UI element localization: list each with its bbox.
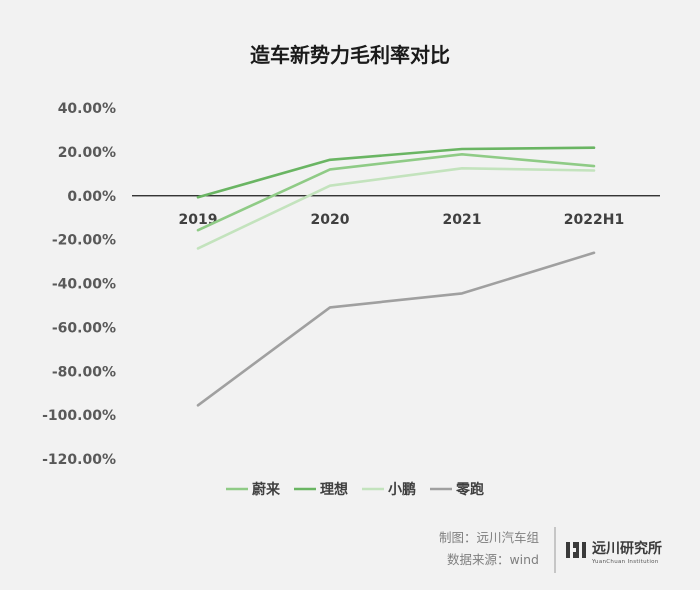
logo-mark-icon bbox=[566, 542, 586, 558]
legend-label: 零跑 bbox=[455, 481, 484, 498]
x-tick-label: 2021 bbox=[443, 212, 482, 228]
y-tick-label: -40.00% bbox=[52, 277, 116, 293]
y-tick-label: -120.00% bbox=[42, 452, 116, 468]
logo-subtitle: YuanChuan Institution bbox=[591, 559, 659, 565]
credit-line-2: 数据来源：wind bbox=[447, 552, 539, 567]
x-tick-label: 2019 bbox=[179, 212, 218, 228]
series-lines bbox=[196, 146, 596, 407]
y-tick-label: -20.00% bbox=[52, 233, 116, 249]
x-tick-label: 2022H1 bbox=[564, 212, 624, 228]
series-line-3 bbox=[196, 167, 596, 250]
x-tick-label: 2020 bbox=[311, 212, 350, 228]
y-tick-label: -100.00% bbox=[42, 408, 116, 424]
y-tick-label: 40.00% bbox=[58, 101, 116, 117]
footer: 制图：远川汽车组 数据来源：wind 远川研究所 YuanChuan Insti… bbox=[439, 527, 662, 573]
y-tick-label: 20.00% bbox=[58, 145, 116, 161]
logo-name: 远川研究所 bbox=[592, 540, 662, 557]
series-line-2 bbox=[196, 146, 596, 199]
legend-label: 理想 bbox=[320, 481, 348, 498]
legend-label: 蔚来 bbox=[252, 481, 281, 498]
y-tick-label: -80.00% bbox=[52, 364, 116, 380]
series-line-1 bbox=[196, 153, 596, 232]
legend: 蔚来 理想 小鹏 零跑 bbox=[226, 481, 484, 498]
credit-line-1: 制图：远川汽车组 bbox=[439, 530, 539, 545]
chart-title: 造车新势力毛利率对比 bbox=[250, 43, 450, 67]
legend-label: 小鹏 bbox=[388, 481, 416, 498]
y-axis-ticks: 40.00% 20.00% 0.00% -20.00% -40.00% -60.00% -8… bbox=[42, 101, 116, 468]
y-tick-label: 0.00% bbox=[67, 189, 116, 205]
y-tick-label: -60.00% bbox=[52, 320, 116, 336]
series-line-4 bbox=[196, 251, 596, 407]
x-axis-ticks: 2019 2020 2021 2022H1 bbox=[179, 212, 625, 228]
